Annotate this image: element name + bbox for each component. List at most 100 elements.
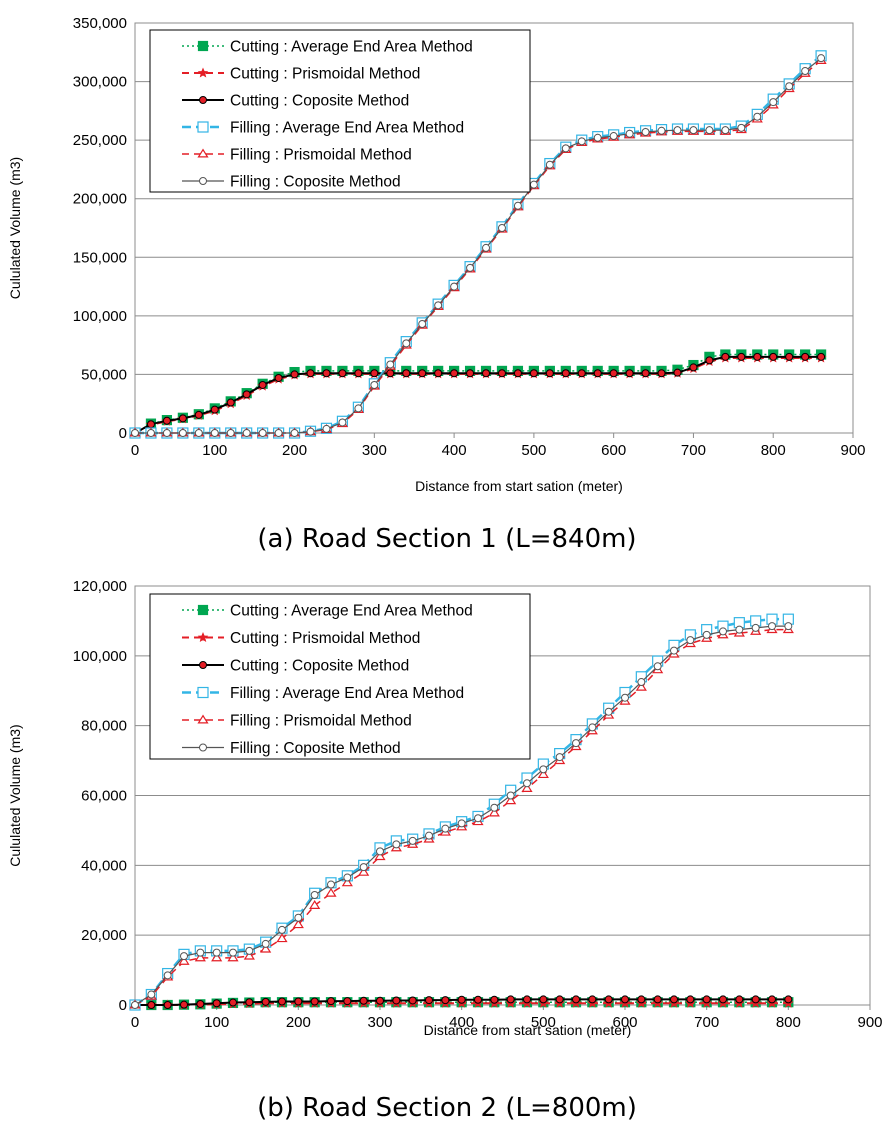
data-point bbox=[719, 627, 727, 636]
data-point bbox=[278, 925, 286, 934]
data-point bbox=[274, 373, 283, 382]
data-point bbox=[637, 995, 646, 1004]
data-point bbox=[211, 952, 223, 962]
data-point bbox=[327, 997, 335, 1006]
data-point bbox=[513, 201, 522, 210]
data-point bbox=[466, 369, 475, 378]
data-point bbox=[229, 948, 237, 957]
data-point bbox=[146, 420, 155, 429]
data-point bbox=[245, 946, 254, 955]
data-point bbox=[227, 952, 239, 962]
data-point bbox=[418, 369, 427, 378]
data-point bbox=[506, 791, 515, 800]
data-point bbox=[488, 807, 500, 817]
y-tick-label: 250,000 bbox=[73, 132, 127, 149]
legend-label: Cutting : Prismoidal Method bbox=[230, 630, 420, 647]
x-tick-label: 500 bbox=[521, 442, 546, 459]
data-point bbox=[194, 952, 206, 962]
series-line bbox=[134, 353, 822, 434]
series-avg_cut bbox=[129, 349, 827, 439]
data-point bbox=[418, 320, 427, 329]
data-point bbox=[572, 995, 580, 1004]
y-axis-label: Cululated Volume (m3) bbox=[7, 157, 23, 299]
data-point bbox=[497, 369, 506, 378]
data-point bbox=[441, 824, 450, 833]
data-point bbox=[751, 995, 760, 1004]
data-point bbox=[243, 950, 255, 960]
data-point bbox=[769, 352, 778, 361]
chart-panel-1: 0 50,000 100,000 150,000 200,000 250,000 300,0… bbox=[7, 15, 866, 554]
legend-marker bbox=[199, 743, 207, 752]
data-point bbox=[408, 996, 417, 1005]
data-point bbox=[689, 126, 698, 135]
data-point bbox=[621, 693, 629, 702]
series-comp_cut bbox=[131, 995, 793, 1009]
data-point bbox=[163, 971, 172, 980]
data-point bbox=[482, 369, 491, 378]
data-point bbox=[258, 429, 267, 437]
legend-label: Cutting : Coposite Method bbox=[230, 93, 409, 110]
x-tick-label: 600 bbox=[601, 442, 626, 459]
data-point bbox=[402, 369, 411, 378]
x-tick-label: 0 bbox=[131, 1014, 139, 1031]
data-point bbox=[705, 126, 714, 135]
data-point bbox=[258, 380, 267, 389]
x-tick-label: 400 bbox=[442, 442, 467, 459]
data-point bbox=[721, 352, 730, 361]
data-point bbox=[261, 939, 270, 948]
data-point bbox=[785, 352, 794, 361]
data-point bbox=[735, 995, 744, 1004]
data-point bbox=[294, 913, 303, 922]
data-point bbox=[162, 429, 171, 437]
data-point bbox=[162, 416, 171, 425]
legend-label: Filling : Coposite Method bbox=[230, 174, 401, 191]
legend-label: Filling : Coposite Method bbox=[230, 740, 401, 757]
data-point bbox=[210, 405, 219, 414]
data-point bbox=[309, 900, 321, 909]
data-point bbox=[457, 995, 466, 1004]
data-point bbox=[466, 263, 475, 272]
series-line bbox=[134, 357, 822, 434]
data-point bbox=[637, 678, 646, 687]
data-point bbox=[555, 995, 564, 1004]
x-axis-label: Distance from start sation (meter) bbox=[415, 478, 623, 494]
data-point bbox=[392, 996, 401, 1005]
data-point bbox=[506, 995, 515, 1004]
data-point bbox=[561, 144, 570, 153]
data-point bbox=[801, 67, 810, 76]
legend-marker bbox=[199, 96, 207, 104]
data-point bbox=[737, 123, 746, 132]
data-point bbox=[474, 814, 482, 823]
data-point bbox=[242, 429, 251, 437]
data-point bbox=[719, 995, 727, 1004]
data-point bbox=[261, 997, 270, 1006]
data-point bbox=[497, 224, 506, 232]
y-tick-label: 80,000 bbox=[81, 718, 127, 735]
data-point bbox=[392, 840, 401, 849]
data-point bbox=[593, 133, 602, 142]
data-point bbox=[180, 952, 188, 961]
data-point bbox=[359, 863, 368, 872]
data-point bbox=[577, 369, 586, 378]
data-point bbox=[523, 995, 531, 1004]
data-point bbox=[721, 126, 730, 135]
data-point bbox=[785, 82, 794, 91]
data-point bbox=[376, 847, 384, 856]
data-point bbox=[434, 369, 443, 378]
data-point bbox=[178, 414, 187, 423]
data-point bbox=[753, 112, 762, 121]
x-tick-label: 200 bbox=[286, 1014, 311, 1031]
data-point bbox=[505, 795, 517, 805]
x-tick-label: 0 bbox=[131, 442, 139, 459]
data-point bbox=[450, 282, 459, 291]
x-tick-label: 300 bbox=[362, 442, 387, 459]
data-point bbox=[212, 948, 221, 957]
data-point bbox=[376, 996, 384, 1005]
data-point bbox=[441, 996, 450, 1005]
data-point bbox=[178, 955, 190, 965]
data-point bbox=[196, 948, 205, 957]
data-point bbox=[402, 339, 411, 348]
y-tick-label: 40,000 bbox=[81, 857, 127, 874]
data-point bbox=[245, 998, 254, 1007]
legend-label: Filling : Average End Area Method bbox=[230, 120, 464, 137]
